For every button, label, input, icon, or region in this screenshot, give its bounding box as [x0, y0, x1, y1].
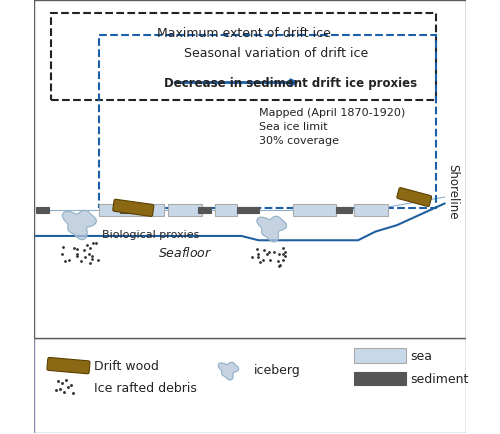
Point: [266, 257, 274, 264]
Point: [86, 245, 94, 252]
Point: [56, 385, 64, 392]
Text: Biological proxies: Biological proxies: [102, 230, 200, 240]
Bar: [354, 372, 406, 385]
Point: [81, 254, 89, 261]
Point: [89, 240, 97, 247]
FancyBboxPatch shape: [397, 188, 432, 207]
Point: [86, 260, 94, 267]
Point: [86, 251, 94, 258]
Point: [270, 249, 278, 256]
Point: [278, 257, 286, 264]
Point: [274, 263, 282, 270]
Point: [276, 262, 283, 269]
Bar: [293, 205, 337, 216]
Text: Maximum extent of drift ice: Maximum extent of drift ice: [156, 27, 330, 40]
Point: [254, 251, 262, 258]
Text: Decrease in sediment drift ice proxies: Decrease in sediment drift ice proxies: [164, 77, 416, 90]
Bar: [98, 205, 164, 216]
Text: sediment: sediment: [410, 372, 469, 385]
Point: [88, 256, 96, 263]
Point: [280, 253, 288, 260]
Polygon shape: [218, 362, 238, 380]
Point: [61, 258, 69, 265]
Point: [92, 240, 100, 247]
Text: Drift wood: Drift wood: [94, 359, 160, 372]
Polygon shape: [257, 217, 286, 242]
Point: [83, 242, 91, 249]
Point: [78, 258, 86, 265]
Bar: [354, 205, 388, 216]
Point: [263, 251, 271, 258]
Bar: [198, 207, 211, 214]
Point: [279, 245, 287, 252]
Text: iceberg: iceberg: [254, 364, 301, 377]
Bar: [354, 349, 406, 364]
Point: [252, 246, 260, 253]
Text: Ice rafted debris: Ice rafted debris: [94, 381, 198, 394]
Bar: [168, 205, 202, 216]
Polygon shape: [62, 211, 96, 240]
Bar: [237, 207, 258, 214]
Text: sea: sea: [410, 349, 432, 362]
Point: [70, 245, 78, 252]
Bar: [98, 36, 436, 208]
Point: [88, 253, 96, 260]
Point: [256, 259, 264, 266]
Point: [94, 257, 102, 264]
Bar: [336, 207, 351, 214]
Bar: [34, 338, 466, 433]
Point: [73, 253, 81, 260]
Point: [260, 247, 268, 253]
Point: [66, 382, 74, 389]
Point: [80, 247, 88, 253]
Point: [62, 377, 70, 384]
Point: [276, 251, 283, 258]
Point: [64, 257, 72, 264]
Text: Seasonal variation of drift ice: Seasonal variation of drift ice: [184, 46, 368, 59]
Bar: [51, 14, 436, 101]
Point: [248, 254, 256, 261]
Point: [280, 251, 287, 258]
FancyBboxPatch shape: [47, 358, 90, 374]
Point: [254, 254, 262, 261]
Bar: [216, 205, 237, 216]
Text: Shoreline: Shoreline: [446, 164, 460, 219]
Point: [280, 250, 288, 256]
Bar: [36, 207, 49, 214]
Point: [265, 249, 273, 256]
Point: [52, 387, 60, 394]
Point: [60, 388, 68, 395]
Point: [74, 246, 82, 253]
Point: [73, 251, 81, 258]
FancyBboxPatch shape: [113, 200, 154, 217]
Point: [64, 384, 72, 391]
Point: [58, 380, 66, 387]
Bar: [120, 207, 146, 214]
Point: [60, 244, 68, 251]
Point: [260, 256, 268, 263]
Point: [54, 378, 62, 385]
Point: [58, 251, 66, 258]
Point: [69, 389, 77, 396]
Text: $\it{Seafloor}$: $\it{Seafloor}$: [158, 245, 212, 259]
Text: Mapped (April 1870-1920)
Sea ice limit
30% coverage: Mapped (April 1870-1920) Sea ice limit 3…: [258, 108, 405, 145]
Bar: [34, 1, 466, 338]
Point: [274, 258, 282, 265]
